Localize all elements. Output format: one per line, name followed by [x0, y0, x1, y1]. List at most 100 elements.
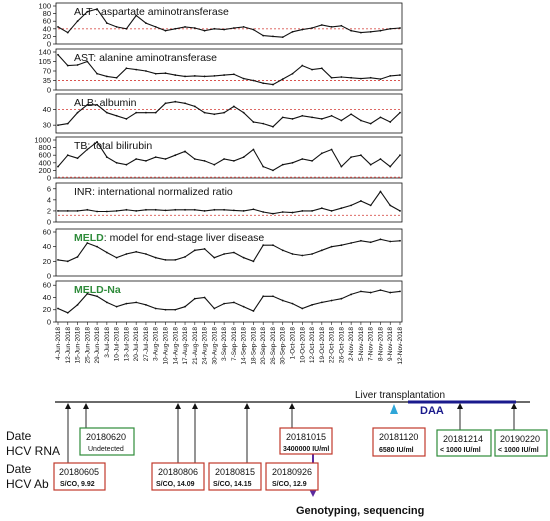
data-point — [350, 29, 353, 32]
data-point — [184, 26, 186, 28]
ab-row-label-line1: Date — [6, 462, 32, 476]
data-point — [145, 208, 147, 211]
rna-box-4: 20181214 < 1000 IU/ml — [436, 429, 492, 457]
ab-box-4-date: 20180926 — [272, 467, 312, 477]
data-point — [154, 156, 157, 159]
data-point — [320, 24, 323, 26]
panel-title-text: INR: international normalized ratio — [74, 186, 233, 198]
daa-label: DAA — [420, 405, 444, 417]
y-tick-label: 105 — [38, 57, 51, 66]
data-point — [164, 308, 167, 311]
data-point — [86, 60, 89, 63]
data-point — [379, 78, 382, 81]
data-point — [301, 307, 304, 310]
data-point — [76, 111, 79, 114]
x-tick-label: 14-Sep-2018 — [241, 327, 248, 365]
data-point — [203, 29, 206, 32]
data-point — [291, 118, 294, 120]
data-point — [193, 27, 196, 29]
data-point — [311, 210, 313, 212]
data-point — [242, 111, 245, 114]
y-tick-label: 0 — [47, 318, 51, 327]
data-point — [232, 27, 235, 29]
data-point — [389, 165, 392, 168]
rna-box-2-value: 3400000 IU/ml — [283, 446, 329, 453]
data-point — [252, 28, 255, 31]
data-point — [96, 295, 98, 298]
data-point — [232, 209, 235, 212]
data-point — [203, 111, 206, 114]
data-point — [262, 211, 265, 213]
data-point — [174, 27, 177, 30]
data-point — [369, 122, 372, 125]
data-point — [223, 74, 226, 76]
data-point — [174, 258, 177, 261]
data-point — [223, 302, 226, 305]
data-point — [86, 148, 89, 151]
data-point — [125, 163, 128, 166]
y-tick-label: 40 — [43, 293, 51, 302]
x-tick-label: 3-Jul-2018 — [104, 327, 111, 358]
y-tick-label: 6 — [47, 184, 51, 193]
data-point — [369, 291, 372, 294]
genotyping-label: Genotyping, sequencing — [296, 505, 424, 517]
data-point — [213, 27, 216, 30]
data-point — [66, 64, 69, 67]
data-point — [330, 148, 333, 151]
data-point — [242, 210, 245, 212]
y-tick-label: 1000 — [34, 136, 51, 145]
series-line — [57, 289, 401, 314]
data-point — [340, 297, 343, 300]
x-tick-label: 9-Nov-2018 — [387, 327, 394, 361]
data-point — [350, 76, 353, 79]
ab-box-4-value: S/CO, 12.9 — [272, 481, 307, 488]
y-tick-label: 200 — [38, 166, 51, 175]
panel-title-text: ALB: albumin — [74, 97, 137, 109]
data-point — [154, 256, 157, 259]
data-point — [164, 102, 167, 105]
data-point — [252, 148, 255, 151]
y-tick-label: 0 — [47, 218, 51, 227]
data-point — [213, 74, 216, 77]
x-tick-label: 8-Nov-2018 — [377, 327, 384, 361]
x-tick-label: 19-Oct-2018 — [319, 327, 326, 364]
data-point — [115, 210, 118, 212]
panel-title: ALT : aspartate aminotransferase — [74, 6, 229, 18]
data-point — [184, 305, 186, 308]
data-point — [301, 210, 304, 212]
data-point — [272, 35, 274, 38]
data-point — [193, 105, 196, 108]
data-point — [311, 68, 313, 71]
data-point — [320, 301, 323, 304]
data-point — [125, 67, 128, 70]
y-tick-label: 2 — [47, 206, 51, 215]
data-point — [174, 208, 177, 211]
rna-box-1-value: Undetected — [88, 446, 124, 453]
data-point — [301, 254, 304, 257]
data-point — [203, 75, 206, 78]
data-point — [57, 26, 59, 28]
data-point — [272, 83, 274, 86]
data-point — [330, 299, 333, 302]
data-point — [66, 122, 69, 125]
data-point — [350, 113, 353, 116]
data-point — [213, 307, 216, 310]
data-point — [291, 253, 294, 255]
data-point — [340, 119, 343, 122]
y-tick-label: 40 — [43, 105, 51, 114]
x-tick-label: 30-Sep-2018 — [280, 327, 287, 365]
x-tick-label: 5-Nov-2018 — [358, 327, 365, 361]
data-point — [105, 301, 108, 304]
data-point — [350, 204, 353, 207]
data-point — [174, 74, 177, 76]
data-point — [389, 204, 392, 207]
data-point — [301, 158, 304, 160]
y-tick-label: 70 — [43, 67, 51, 76]
y-tick-label: 40 — [43, 24, 51, 33]
data-point — [301, 28, 304, 31]
data-point — [291, 161, 294, 164]
data-point — [252, 260, 255, 263]
data-point — [291, 211, 294, 214]
data-point — [320, 118, 323, 120]
